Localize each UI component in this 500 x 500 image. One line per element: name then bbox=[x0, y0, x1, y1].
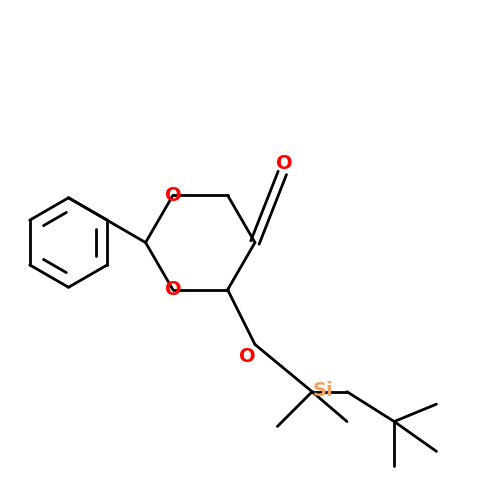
Text: O: O bbox=[276, 154, 293, 174]
Text: Si: Si bbox=[313, 380, 334, 400]
Text: O: O bbox=[239, 348, 256, 366]
Text: O: O bbox=[164, 280, 181, 299]
Text: O: O bbox=[164, 186, 181, 205]
